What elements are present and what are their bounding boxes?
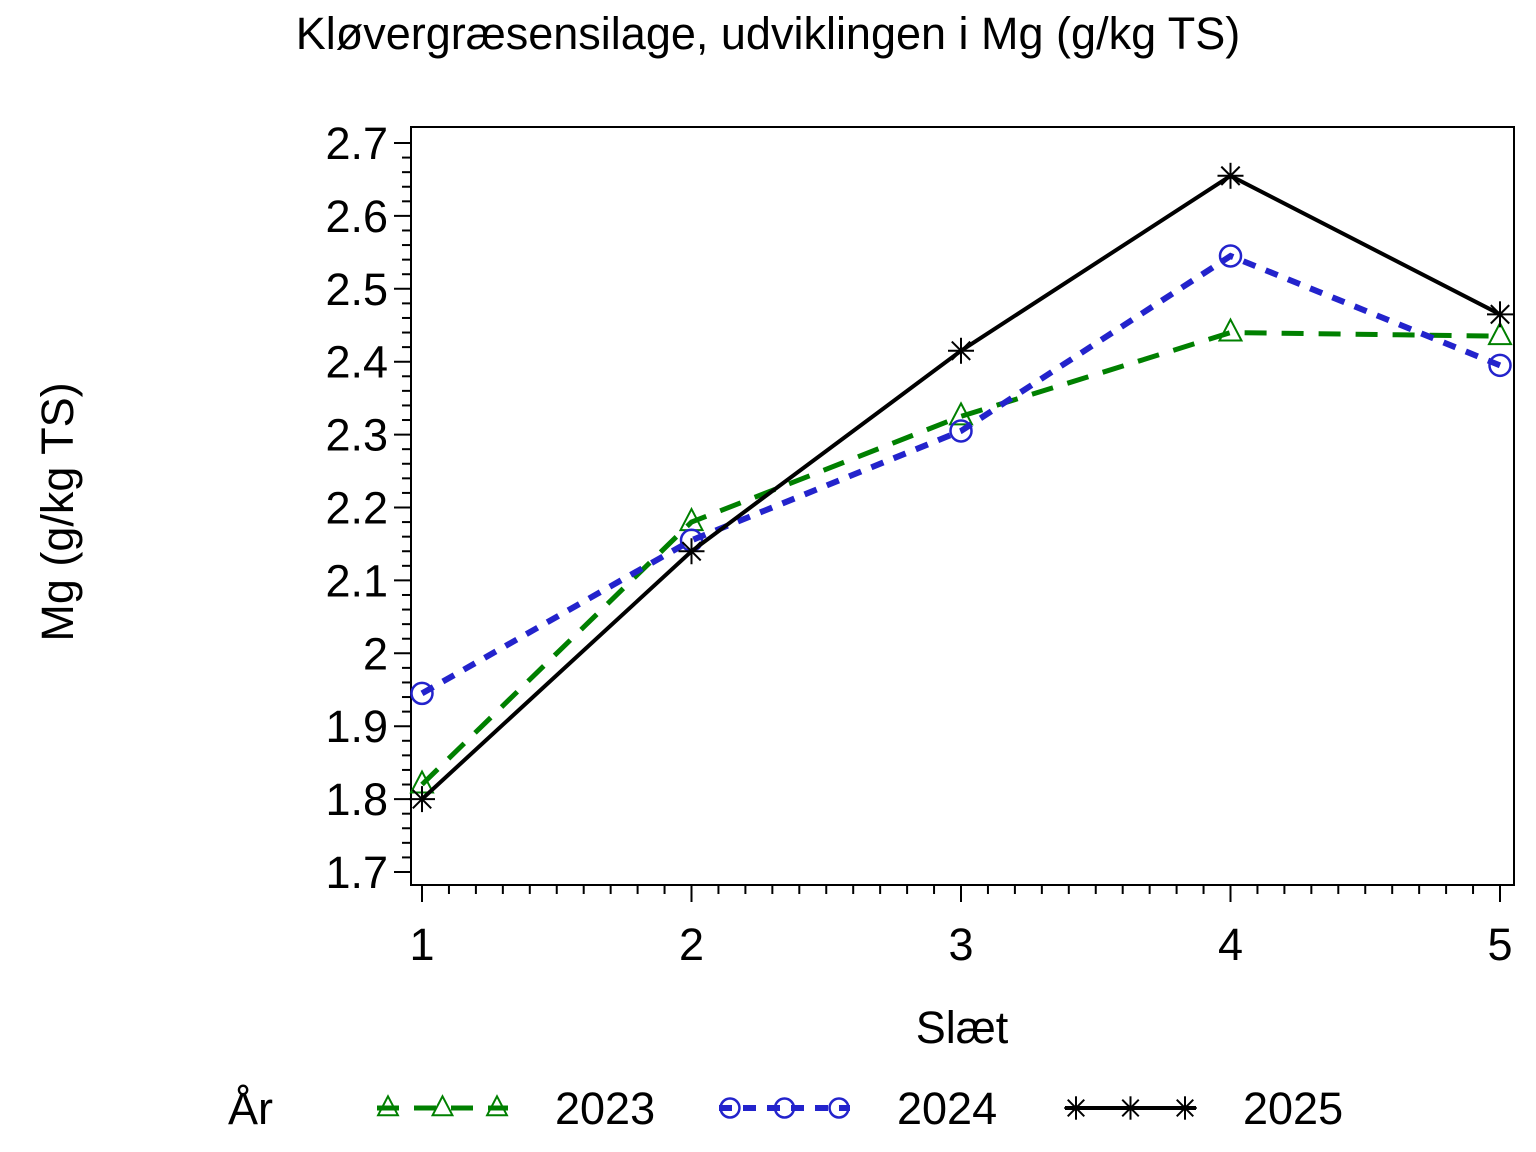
data-point-marker — [1217, 317, 1244, 342]
y-tick-label: 1.8 — [325, 774, 388, 825]
y-tick-label: 2.4 — [325, 337, 388, 388]
x-tick-label: 1 — [409, 919, 434, 970]
data-point-marker — [1488, 353, 1512, 378]
y-tick-label: 2.2 — [325, 483, 388, 534]
y-tick-label: 2 — [363, 628, 388, 679]
data-point-marker — [410, 681, 434, 706]
series-line-2024 — [420, 252, 1502, 697]
data-point-marker — [1487, 301, 1513, 328]
data-point-marker — [678, 538, 705, 565]
data-point-marker — [1217, 162, 1244, 189]
y-tick-label: 2.6 — [325, 191, 388, 242]
y-tick-label: 2.5 — [325, 264, 388, 315]
plot-frame — [410, 126, 1515, 886]
y-tick-label: 2.1 — [325, 555, 388, 606]
y-tick-label: 2.3 — [325, 410, 388, 461]
data-point-marker — [409, 786, 435, 813]
x-tick-label: 3 — [948, 919, 973, 970]
series-line-2023 — [420, 330, 1501, 787]
y-tick-label: 1.9 — [325, 701, 388, 752]
series-line-2025 — [420, 173, 1501, 801]
data-point-marker — [949, 419, 973, 443]
x-axis-title: Slæt — [915, 1002, 1009, 1053]
data-point-marker — [948, 337, 974, 364]
data-point-marker — [1218, 244, 1243, 268]
chart-title: Kløvergræsensilage, udviklingen i Mg (g/… — [295, 8, 1241, 59]
data-point-marker — [1487, 321, 1513, 346]
data-point-marker — [948, 401, 974, 426]
y-tick-label: 1.7 — [325, 847, 388, 898]
x-tick-label: 5 — [1487, 919, 1512, 970]
x-tick-label: 2 — [679, 919, 704, 970]
x-tick-label: 4 — [1218, 919, 1243, 970]
y-tick-label: 2.7 — [325, 118, 388, 169]
